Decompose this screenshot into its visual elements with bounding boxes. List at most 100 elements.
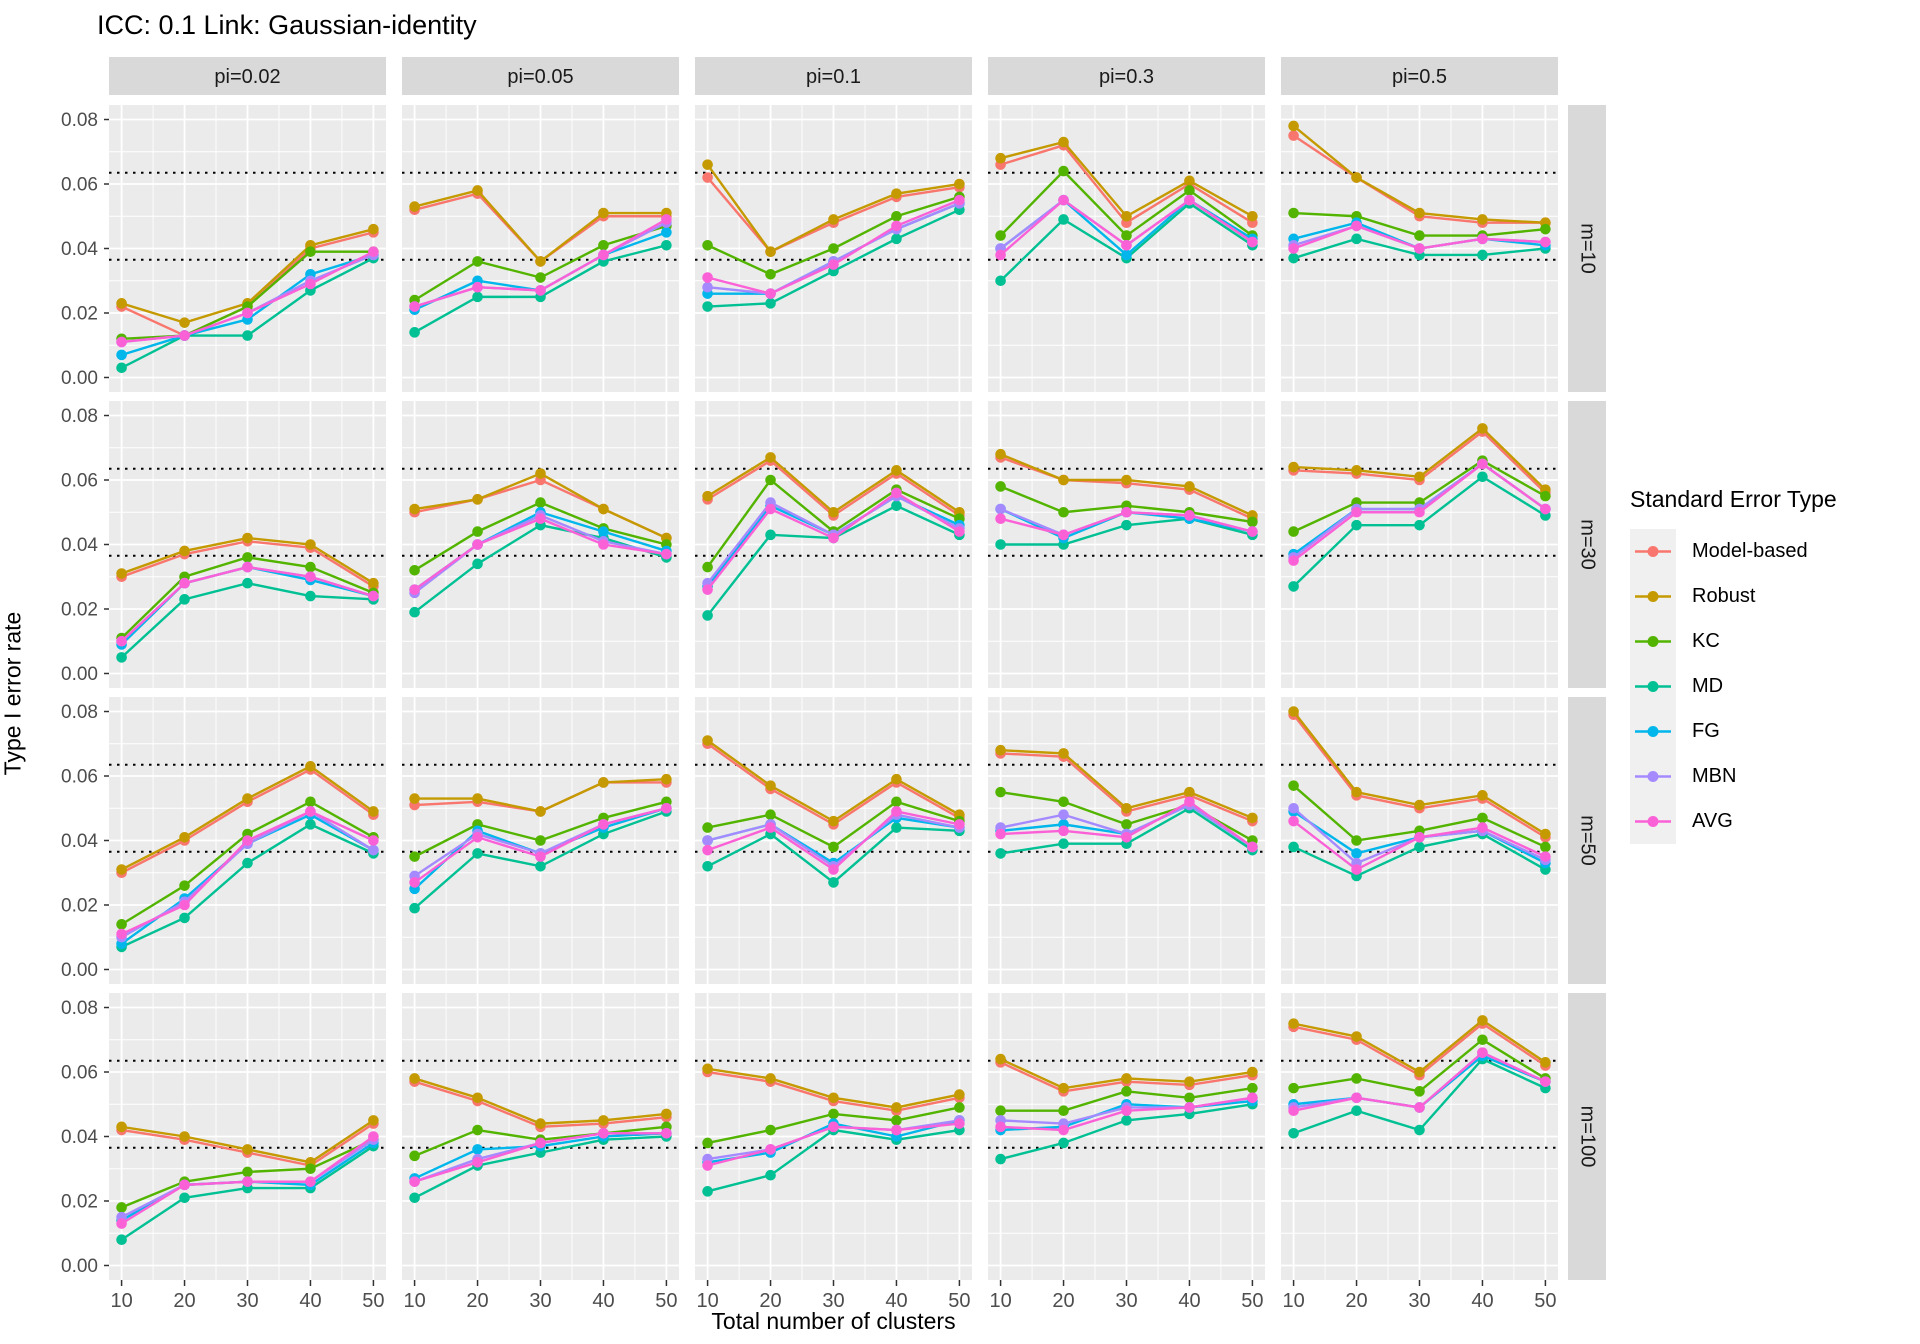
svg-text:pi=0.02: pi=0.02: [214, 66, 280, 88]
panel-m=100-pi=0.3: [988, 993, 1265, 1280]
legend-key-glyph: [1630, 799, 1676, 844]
data-point: [242, 793, 253, 804]
data-point: [179, 317, 190, 328]
data-point: [1184, 481, 1195, 492]
y-tick-label: 0.02: [61, 303, 98, 324]
legend: Standard Error Type Model-based Robust KC M…: [1630, 486, 1837, 844]
data-point: [1247, 236, 1258, 248]
panel-m=100-pi=0.5: [1281, 993, 1558, 1280]
data-point: [179, 880, 190, 891]
data-point: [1540, 236, 1551, 248]
panel-m=100-pi=0.02: [109, 993, 386, 1280]
data-point: [1058, 136, 1069, 148]
series-Robust: [702, 159, 965, 258]
data-point: [535, 860, 546, 872]
series-Robust: [995, 136, 1258, 222]
data-point: [765, 474, 776, 486]
data-point: [472, 539, 483, 550]
data-point: [179, 1131, 190, 1142]
data-point: [409, 1150, 420, 1162]
data-point: [1121, 802, 1132, 814]
legend-key-label: KC: [1692, 630, 1720, 652]
data-point: [765, 529, 776, 541]
data-point: [702, 860, 713, 872]
data-point: [1414, 471, 1425, 483]
x-tick-label: 40: [885, 1290, 907, 1312]
series-AVG: [409, 802, 672, 888]
data-point: [472, 256, 483, 267]
data-point: [1058, 506, 1069, 518]
y-tick-label: 0.08: [61, 998, 98, 1019]
data-point: [1477, 812, 1488, 824]
x-tick-label: 10: [110, 1290, 132, 1312]
data-point: [995, 1153, 1006, 1165]
data-point: [1414, 1066, 1425, 1078]
data-point: [954, 819, 965, 830]
data-point: [179, 577, 190, 589]
data-point: [702, 172, 713, 183]
data-point: [1540, 1057, 1551, 1068]
data-point: [1184, 194, 1195, 206]
data-point: [1121, 239, 1132, 251]
y-tick-label: 0.00: [61, 664, 98, 685]
data-point: [368, 223, 379, 235]
data-point: [116, 635, 127, 647]
data-point: [1058, 1124, 1069, 1136]
legend-key-FG: FG: [1630, 709, 1837, 754]
data-point: [1121, 506, 1132, 518]
facet-col-strip: pi=0.02: [109, 57, 386, 95]
svg-text:pi=0.05: pi=0.05: [507, 66, 573, 88]
data-point: [1351, 1105, 1362, 1117]
data-point: [409, 301, 420, 312]
data-point: [179, 545, 190, 557]
data-point: [828, 532, 839, 544]
series-AVG: [409, 513, 672, 595]
series-AVG: [1288, 815, 1551, 875]
data-point: [1058, 194, 1069, 206]
data-point: [828, 815, 839, 827]
data-point: [1058, 748, 1069, 759]
data-point: [765, 452, 776, 463]
data-point: [891, 500, 902, 512]
data-point: [1477, 458, 1488, 470]
data-point: [116, 928, 127, 940]
data-point: [954, 1118, 965, 1129]
data-point: [1247, 1092, 1258, 1104]
data-point: [1121, 1073, 1132, 1084]
y-tick-label: 0.04: [61, 239, 98, 260]
data-point: [1121, 230, 1132, 241]
data-point: [995, 1053, 1006, 1065]
data-point: [891, 806, 902, 817]
x-axis: 10 20 30 40 50 10 20 30 40 50 10 20 30 40 50 10 20 30 40 50…: [110, 1280, 1557, 1312]
data-point: [828, 864, 839, 875]
svg-text:m=30: m=30: [1577, 519, 1599, 570]
data-point: [472, 1144, 483, 1155]
data-point: [702, 1063, 713, 1075]
series-AVG: [116, 806, 379, 940]
series-AVG: [409, 1127, 672, 1187]
data-point: [891, 1124, 902, 1136]
series-Robust: [702, 452, 965, 518]
series-AVG: [1288, 458, 1551, 566]
data-point: [702, 1186, 713, 1197]
svg-text:m=50: m=50: [1577, 815, 1599, 866]
series-AVG: [995, 796, 1258, 853]
data-point: [702, 610, 713, 621]
data-point: [179, 912, 190, 924]
legend-key-label: Robust: [1692, 585, 1756, 607]
data-point: [1288, 130, 1299, 141]
data-point: [702, 159, 713, 170]
series-AVG: [995, 506, 1258, 541]
data-point: [828, 877, 839, 888]
panel-m=10-pi=0.1: [695, 105, 972, 392]
data-point: [1121, 210, 1132, 222]
x-tick-label: 30: [822, 1290, 844, 1312]
series-Robust: [995, 1053, 1258, 1094]
data-point: [305, 561, 316, 573]
data-point: [535, 285, 546, 296]
data-point: [242, 577, 253, 589]
data-point: [1288, 581, 1299, 592]
panel-m=30-pi=0.1: [695, 401, 972, 688]
panel-m=10-pi=0.02: [109, 105, 386, 392]
data-point: [891, 796, 902, 808]
